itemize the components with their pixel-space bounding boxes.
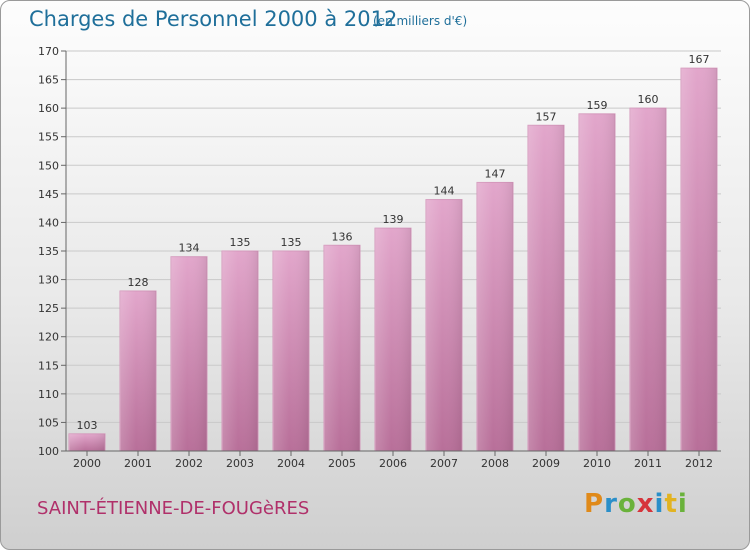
logo-letter: i	[654, 489, 665, 519]
data-label: 144	[434, 185, 455, 198]
logo-letter: P	[584, 489, 605, 519]
y-tick-label: 130	[38, 274, 59, 287]
y-tick-label: 135	[38, 245, 59, 258]
data-label: 135	[230, 236, 251, 249]
data-label: 136	[332, 230, 353, 243]
x-tick-label: 2003	[226, 457, 254, 470]
x-tick-label: 2012	[685, 457, 713, 470]
logo-letter: r	[604, 489, 618, 519]
x-tick-label: 2001	[124, 457, 152, 470]
x-tick-label: 2008	[481, 457, 509, 470]
bar-shade	[375, 228, 411, 451]
data-label: 128	[128, 276, 149, 289]
data-label: 103	[77, 419, 98, 432]
data-label: 167	[689, 53, 710, 66]
bar-shade	[222, 251, 258, 451]
y-tick-label: 120	[38, 331, 59, 344]
x-tick-label: 2009	[532, 457, 560, 470]
data-label: 160	[638, 93, 659, 106]
data-label: 134	[179, 242, 200, 255]
bar-shade	[120, 291, 156, 451]
bar-shade	[69, 433, 105, 451]
y-tick-label: 150	[38, 159, 59, 172]
bar-shade	[477, 182, 513, 451]
logo-letter: o	[617, 489, 637, 519]
chart-subtitle: (en milliers d'€)	[373, 14, 468, 28]
bar-shade	[630, 108, 666, 452]
data-label: 159	[587, 99, 608, 112]
data-label: 157	[536, 110, 557, 123]
y-tick-label: 115	[38, 359, 59, 372]
y-tick-label: 110	[38, 388, 59, 401]
data-label: 147	[485, 167, 506, 180]
bar-shade	[681, 68, 717, 452]
axis-layer: 1001051101151201251301351401451501551601…	[38, 45, 721, 470]
labels-layer: 103 128 134 135 135 136 139 144 147 157 159 160 167	[77, 53, 710, 432]
chart-title: Charges de Personnel 2000 à 2012	[29, 7, 398, 31]
y-tick-label: 105	[38, 416, 59, 429]
bar-shade	[324, 245, 360, 451]
y-tick-label: 140	[38, 216, 59, 229]
x-tick-label: 2000	[73, 457, 101, 470]
logo-letter: x	[636, 489, 655, 519]
y-tick-label: 100	[38, 445, 59, 458]
x-tick-label: 2004	[277, 457, 305, 470]
logo-letter: t	[664, 489, 678, 519]
bar-shade	[171, 256, 207, 451]
data-label: 135	[281, 236, 302, 249]
city-name: SAINT-ÉTIENNE-DE-FOUGèRES	[37, 498, 310, 519]
y-tick-label: 145	[38, 188, 59, 201]
x-tick-label: 2007	[430, 457, 458, 470]
y-tick-label: 165	[38, 74, 59, 87]
proxiti-logo: Proxiti	[584, 489, 688, 519]
bar-shade	[528, 125, 564, 452]
bar-shade	[579, 113, 615, 451]
x-tick-label: 2010	[583, 457, 611, 470]
x-tick-label: 2002	[175, 457, 203, 470]
logo-letter: i	[677, 489, 688, 519]
y-tick-label: 125	[38, 302, 59, 315]
data-label: 139	[383, 213, 404, 226]
x-tick-label: 2011	[634, 457, 662, 470]
x-tick-label: 2005	[328, 457, 356, 470]
bar-shade	[426, 199, 462, 451]
bars-layer	[68, 67, 718, 452]
y-tick-label: 155	[38, 131, 59, 144]
x-tick-label: 2006	[379, 457, 407, 470]
y-tick-label: 160	[38, 102, 59, 115]
bar-shade	[273, 251, 309, 451]
y-tick-label: 170	[38, 45, 59, 58]
